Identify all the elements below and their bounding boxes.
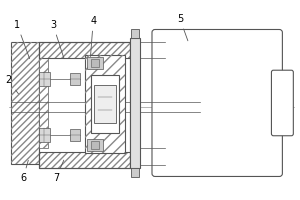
Bar xyxy=(38,42,130,168)
Bar xyxy=(38,58,49,148)
Text: 1: 1 xyxy=(14,20,30,59)
Bar xyxy=(38,152,130,168)
Bar xyxy=(91,59,99,67)
Bar xyxy=(130,38,140,168)
Bar xyxy=(131,28,139,38)
Bar xyxy=(70,73,80,85)
FancyBboxPatch shape xyxy=(272,70,293,136)
Bar xyxy=(11,42,38,164)
Bar xyxy=(38,152,130,168)
Text: 7: 7 xyxy=(53,160,64,183)
Text: 5: 5 xyxy=(177,14,188,41)
Bar xyxy=(70,129,80,141)
Text: 6: 6 xyxy=(20,160,28,183)
Bar xyxy=(87,139,103,151)
Bar xyxy=(85,55,125,153)
Text: 3: 3 xyxy=(50,20,64,59)
Text: 4: 4 xyxy=(90,16,96,57)
Bar xyxy=(38,72,50,86)
Bar xyxy=(131,168,139,177)
Bar xyxy=(94,85,116,123)
Text: 2: 2 xyxy=(5,75,18,94)
Bar xyxy=(85,55,125,153)
Bar xyxy=(91,141,99,149)
Bar xyxy=(38,42,130,58)
Bar xyxy=(11,42,38,164)
Bar xyxy=(38,42,130,58)
Bar xyxy=(38,128,50,142)
Bar xyxy=(38,58,49,148)
Bar xyxy=(87,57,103,69)
Bar xyxy=(91,75,119,133)
FancyBboxPatch shape xyxy=(152,29,282,176)
